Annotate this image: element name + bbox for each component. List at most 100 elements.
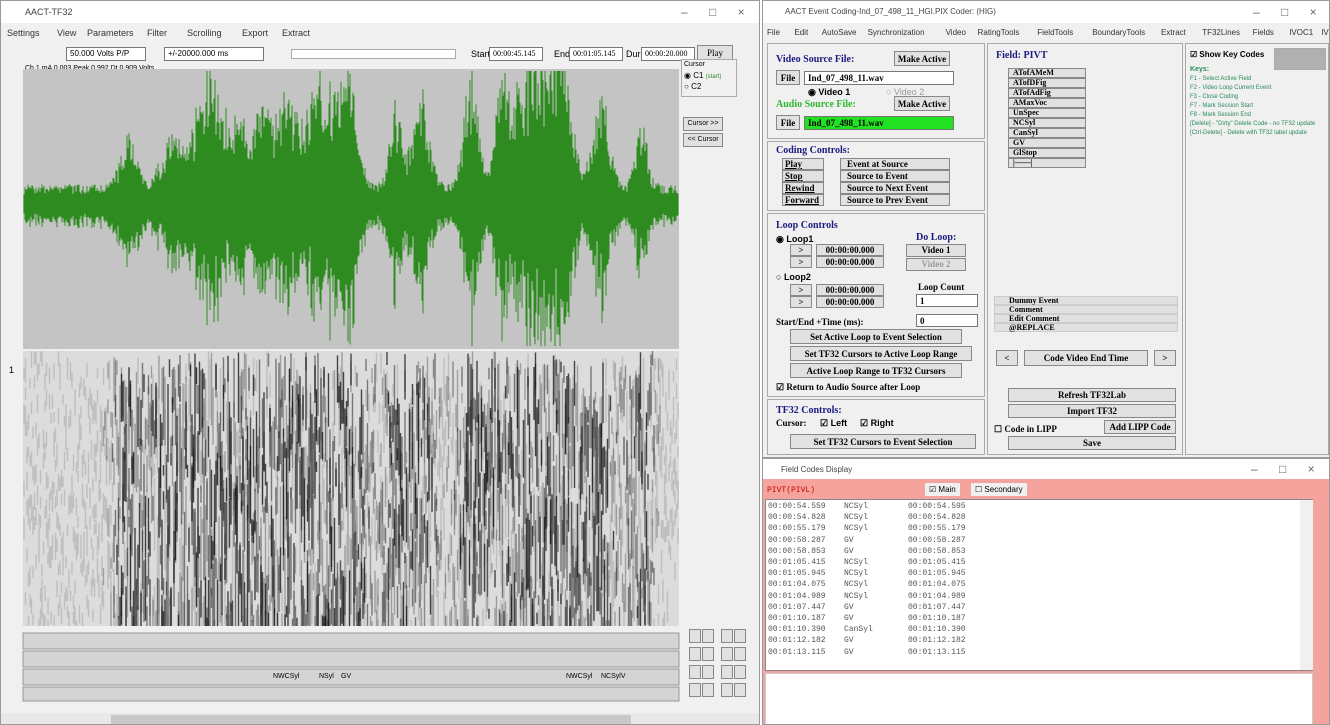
nav-button[interactable] bbox=[721, 629, 733, 643]
nav-button[interactable] bbox=[702, 629, 714, 643]
loop-button[interactable]: Set TF32 Cursors to Active Loop Range bbox=[790, 346, 972, 361]
main-check[interactable]: ☑ Main bbox=[925, 483, 960, 496]
menu-item[interactable]: TF32Lines bbox=[1202, 28, 1240, 37]
right-check[interactable]: ☑ Right bbox=[860, 418, 894, 429]
nav-button[interactable] bbox=[689, 647, 701, 661]
coding-button[interactable]: Stop bbox=[782, 170, 824, 182]
prev-button[interactable]: < bbox=[996, 350, 1018, 366]
cursor-forward[interactable]: Cursor >> bbox=[683, 117, 723, 131]
coding-button[interactable]: Event at Source bbox=[840, 158, 950, 170]
loop-button[interactable]: Active Loop Range to TF32 Cursors bbox=[790, 363, 962, 378]
window-controls[interactable]: – □ × bbox=[1251, 462, 1315, 476]
menu-item[interactable]: IVOC1 bbox=[1289, 28, 1313, 37]
field-button[interactable]: GlStop bbox=[1008, 148, 1086, 158]
offset-select[interactable]: 0 bbox=[916, 314, 978, 327]
file-select[interactable]: Ind_07_498_11.wav bbox=[804, 116, 954, 130]
make-active[interactable]: Make Active bbox=[894, 51, 950, 66]
tf32-button[interactable]: Set TF32 Cursors to Event Selection bbox=[790, 434, 976, 449]
radio-loop2[interactable]: ○ Loop2 bbox=[776, 272, 811, 282]
import-button[interactable]: Import TF32 bbox=[1008, 404, 1176, 418]
file-select[interactable]: Ind_07_498_11.wav bbox=[804, 71, 954, 85]
radio-c2[interactable]: ○ C2 bbox=[684, 82, 701, 91]
extra-button[interactable]: @REPLACE bbox=[994, 323, 1178, 332]
window-controls[interactable]: – □ × bbox=[1253, 5, 1317, 19]
field-button[interactable]: ATofAMeM bbox=[1008, 68, 1086, 78]
arrow-button[interactable]: > bbox=[790, 244, 812, 256]
nav-button[interactable] bbox=[721, 647, 733, 661]
file-button[interactable]: File bbox=[776, 115, 800, 130]
coding-button[interactable]: Forward bbox=[782, 194, 824, 206]
nav-button[interactable] bbox=[689, 629, 701, 643]
count-select[interactable]: 1 bbox=[916, 294, 978, 307]
menu-item[interactable]: Edit bbox=[794, 28, 808, 37]
comment-area[interactable] bbox=[765, 673, 1313, 725]
lipp-check[interactable]: ☐ Code in LIPP bbox=[994, 424, 1057, 435]
menu-item[interactable]: Extract bbox=[1161, 28, 1186, 37]
coding-button[interactable]: Source to Next Event bbox=[840, 182, 950, 194]
time-field[interactable]: 00:00:00.000 bbox=[816, 256, 884, 268]
return-check[interactable]: ☑ Return to Audio Source after Loop bbox=[776, 382, 920, 393]
field-button[interactable]: AMaxVoc bbox=[1008, 98, 1086, 108]
left-check[interactable]: ☑ Left bbox=[820, 418, 847, 429]
field-button[interactable]: NCSyl bbox=[1008, 118, 1086, 128]
field-button[interactable]: GV bbox=[1008, 138, 1086, 148]
menu-item[interactable]: Synchronization bbox=[868, 28, 925, 37]
save-button[interactable]: Save bbox=[1008, 436, 1176, 450]
menu-item[interactable]: File bbox=[767, 28, 780, 37]
nav-button[interactable] bbox=[734, 647, 746, 661]
file-button[interactable]: File bbox=[776, 70, 800, 85]
coding-button[interactable]: Play bbox=[782, 158, 824, 170]
nav-button[interactable] bbox=[734, 629, 746, 643]
extra-button[interactable]: Comment bbox=[994, 305, 1178, 314]
code-row[interactable]: 00:01:04.075NCSyl00:01:04.075 bbox=[768, 580, 1288, 591]
cursor-back[interactable]: << Cursor bbox=[683, 133, 723, 147]
next-button[interactable]: > bbox=[1154, 350, 1176, 366]
video-end-button[interactable]: Code Video End Time bbox=[1024, 350, 1148, 366]
nav-button[interactable] bbox=[689, 665, 701, 679]
extra-button[interactable]: Dummy Event bbox=[994, 296, 1178, 305]
menu-item[interactable]: Video bbox=[946, 28, 966, 37]
menu-item[interactable]: IVOC2 bbox=[1321, 28, 1330, 37]
add-lipp-button[interactable]: Add LIPP Code bbox=[1104, 420, 1176, 434]
extra-button[interactable]: Edit Comment bbox=[994, 314, 1178, 323]
nav-button[interactable] bbox=[702, 647, 714, 661]
field-button[interactable]: UnSpec bbox=[1008, 108, 1086, 118]
loop-video1[interactable]: Video 1 bbox=[906, 244, 966, 257]
arrow-button[interactable]: > bbox=[790, 284, 812, 296]
v-scrollbar[interactable] bbox=[1300, 500, 1313, 670]
coding-button[interactable]: Source to Prev Event bbox=[840, 194, 950, 206]
nav-button[interactable] bbox=[721, 665, 733, 679]
menu-item[interactable]: Fields bbox=[1253, 28, 1274, 37]
show-keys[interactable]: ☑ Show Key Codes bbox=[1190, 50, 1264, 59]
coding-button[interactable]: Source to Event bbox=[840, 170, 950, 182]
nav-button[interactable] bbox=[702, 683, 714, 697]
nav-button[interactable] bbox=[734, 683, 746, 697]
time-field[interactable]: 00:00:00.000 bbox=[816, 244, 884, 256]
field-button[interactable]: ATofDFig bbox=[1008, 78, 1086, 88]
nav-button[interactable] bbox=[689, 683, 701, 697]
field-button[interactable]: ATofAdFig bbox=[1008, 88, 1086, 98]
field-button[interactable]: CanSyl bbox=[1008, 128, 1086, 138]
time-field[interactable]: 00:00:00.000 bbox=[816, 284, 884, 296]
menu-item[interactable]: FieldTools bbox=[1037, 28, 1073, 37]
time-field[interactable]: 00:00:00.000 bbox=[816, 296, 884, 308]
radio-video1[interactable]: ◉ Video 1 bbox=[808, 87, 850, 98]
loop-button[interactable]: Set Active Loop to Event Selection bbox=[790, 329, 962, 344]
arrow-button[interactable]: > bbox=[790, 256, 812, 268]
field-button[interactable]: |——| bbox=[1008, 158, 1086, 168]
menu-item[interactable]: RatingTools bbox=[978, 28, 1020, 37]
menu-item[interactable]: AutoSave bbox=[822, 28, 857, 37]
secondary-check[interactable]: ☐ Secondary bbox=[971, 483, 1027, 496]
radio-c1[interactable]: ◉ C1 (start) bbox=[684, 71, 721, 80]
nav-button[interactable] bbox=[702, 665, 714, 679]
